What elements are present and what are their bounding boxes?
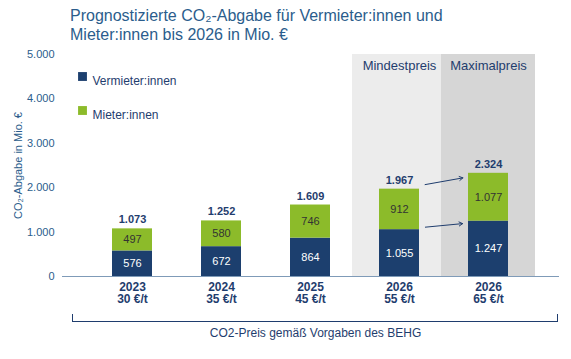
svg-text:580: 580 <box>212 227 230 239</box>
html-text:Prognostizierte CO₂-Abgabe für: Prognostizierte CO₂-Abgabe für Vermieter… <box>70 7 443 43</box>
svg-text:746: 746 <box>301 215 319 227</box>
svg-text:672: 672 <box>212 255 230 267</box>
svg-text:2.324: 2.324 <box>475 158 503 170</box>
svg-text:Vermieter:innen: Vermieter:innen <box>93 74 177 88</box>
svg-text:CO₂-Abgabe in Mio. €: CO₂-Abgabe in Mio. € <box>12 112 24 219</box>
svg-text:5.000: 5.000 <box>27 48 55 60</box>
svg-text:202435 €/t: 202435 €/t <box>206 280 237 306</box>
svg-text:1.073: 1.073 <box>119 213 147 225</box>
svg-text:Mindestpreis: Mindestpreis <box>363 58 437 73</box>
svg-text:2.000: 2.000 <box>27 181 55 193</box>
svg-text:4.000: 4.000 <box>27 92 55 104</box>
svg-text:1.247: 1.247 <box>475 242 503 254</box>
html-text:CO2-Preis gemäß Vorgaben des B: CO2-Preis gemäß Vorgaben des BEHG <box>209 326 422 340</box>
svg-text:1.609: 1.609 <box>297 190 325 202</box>
svg-text:1.967: 1.967 <box>386 174 414 186</box>
svg-text:202665 €/t: 202665 €/t <box>473 280 504 306</box>
svg-text:912: 912 <box>390 203 408 215</box>
svg-text:202545 €/t: 202545 €/t <box>295 280 326 306</box>
svg-text:1.077: 1.077 <box>475 191 503 203</box>
svg-text:202655 €/t: 202655 €/t <box>384 280 415 306</box>
svg-text:Maximalpreis: Maximalpreis <box>450 58 527 73</box>
svg-text:Mieter:innen: Mieter:innen <box>93 108 159 122</box>
svg-text:1.000: 1.000 <box>27 226 55 238</box>
svg-text:576: 576 <box>123 257 141 269</box>
svg-text:0: 0 <box>48 270 54 282</box>
svg-text:202330 €/t: 202330 €/t <box>117 280 148 306</box>
svg-text:1.252: 1.252 <box>208 205 236 217</box>
svg-text:3.000: 3.000 <box>27 137 55 149</box>
svg-text:864: 864 <box>301 251 319 263</box>
svg-text:497: 497 <box>123 233 141 245</box>
svg-text:1.055: 1.055 <box>386 247 414 259</box>
